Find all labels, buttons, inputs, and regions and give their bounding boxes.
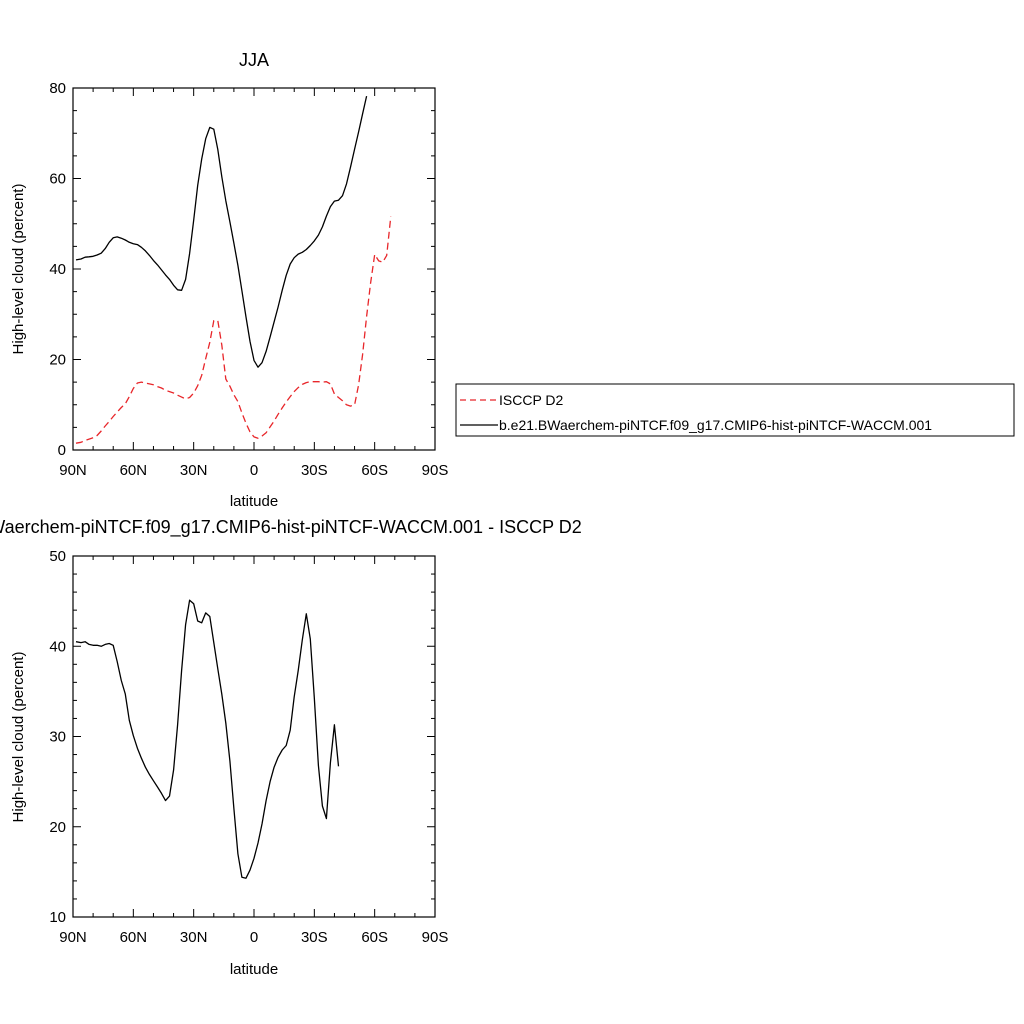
x-tick-label: 0: [250, 929, 258, 946]
tick-group: 90N 60N 30N 0 30S 60S 90S 10 20 30 40 50: [49, 548, 448, 946]
chart-title: b.e21.BWaerchem-piNTCF.f09_g17.CMIP6-his…: [0, 517, 582, 538]
x-tick-label: 90S: [422, 929, 449, 946]
y-tick-label: 30: [49, 729, 66, 746]
x-tick-label: 30N: [180, 462, 208, 479]
x-tick-label: 30S: [301, 929, 328, 946]
y-tick-label: 10: [49, 909, 66, 926]
plot-frame: [72, 87, 436, 451]
legend-label-model: b.e21.BWaerchem-piNTCF.f09_g17.CMIP6-his…: [499, 417, 932, 433]
y-axis-label: High-level cloud (percent): [10, 652, 27, 823]
y-axis-label: High-level cloud (percent): [10, 184, 27, 355]
y-tick-label: 40: [49, 638, 66, 655]
y-tick-label: 20: [49, 819, 66, 836]
x-tick-label: 90N: [59, 929, 87, 946]
x-tick-label: 60S: [361, 462, 388, 479]
legend-label-isccp: ISCCP D2: [499, 392, 564, 408]
x-tick-label: 60S: [361, 929, 388, 946]
series-line-0: [75, 216, 392, 444]
series-group: [75, 95, 392, 444]
y-tick-label: 0: [58, 442, 66, 459]
series-line-1: [75, 95, 368, 368]
x-tick-label: 0: [250, 462, 258, 479]
x-tick-label: 90S: [422, 462, 449, 479]
chart-title: JJA: [239, 50, 269, 70]
plot-frame: [72, 555, 436, 918]
x-tick-label: 30S: [301, 462, 328, 479]
y-tick-label: 50: [49, 548, 66, 565]
series-group: [75, 599, 340, 879]
x-axis-label: latitude: [230, 493, 278, 510]
chart-panel-top: JJA High-level cloud (percent) latitude …: [10, 50, 448, 510]
y-tick-label: 20: [49, 352, 66, 369]
x-tick-label: 90N: [59, 462, 87, 479]
y-tick-label: 40: [49, 261, 66, 278]
x-tick-label: 30N: [180, 929, 208, 946]
x-tick-label: 60N: [120, 929, 148, 946]
tick-group: 90N 60N 30N 0 30S 60S 90S 0 20 40 60 80: [49, 80, 448, 479]
chart-panel-bottom: b.e21.BWaerchem-piNTCF.f09_g17.CMIP6-his…: [0, 517, 582, 978]
series-line-0: [75, 599, 340, 879]
y-tick-label: 60: [49, 171, 66, 188]
y-tick-label: 80: [49, 80, 66, 97]
x-tick-label: 60N: [120, 462, 148, 479]
x-axis-label: latitude: [230, 961, 278, 978]
legend: ISCCP D2 b.e21.BWaerchem-piNTCF.f09_g17.…: [455, 383, 1015, 437]
legend-box: [455, 383, 1015, 437]
